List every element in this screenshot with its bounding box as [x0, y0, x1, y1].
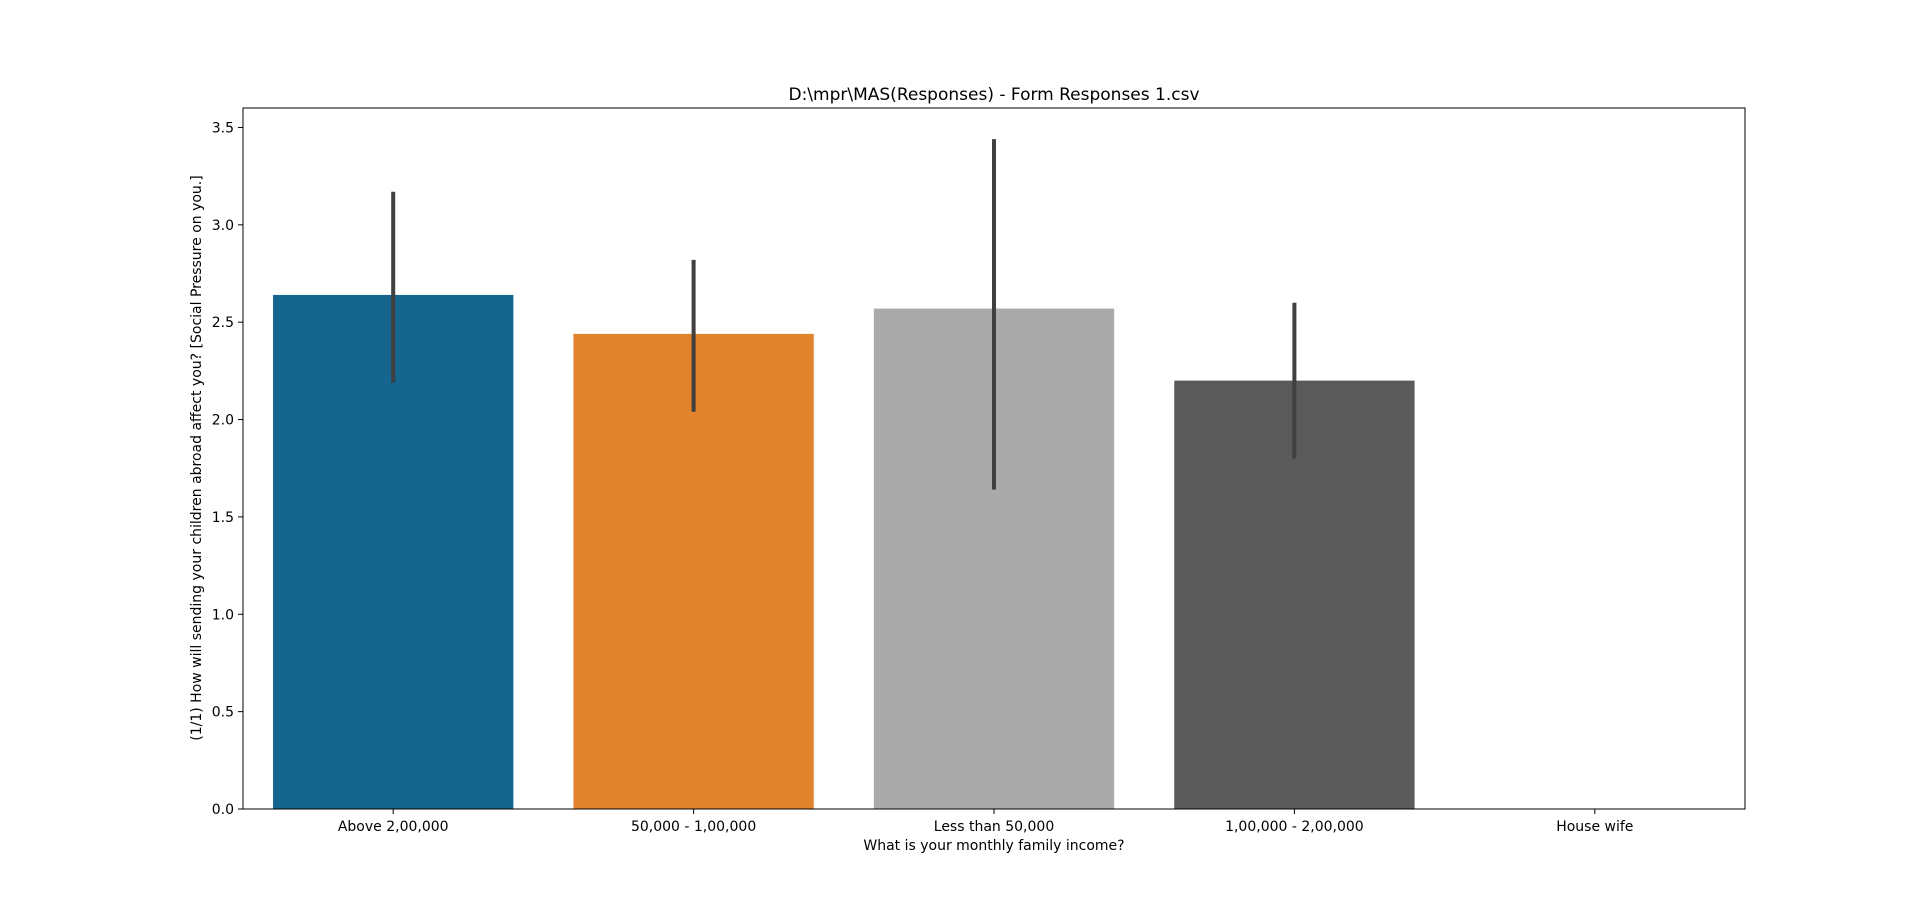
bars-group [273, 294, 1415, 809]
y-tick-label: 3.0 [212, 218, 234, 234]
error-bars-group [391, 139, 1297, 490]
y-tick-label: 1.0 [212, 607, 234, 623]
x-tick-label: House wife [1556, 819, 1633, 835]
chart-title: D:\mpr\MAS(Responses) - Form Responses 1… [788, 85, 1199, 105]
x-axis-label: What is your monthly family income? [863, 838, 1124, 854]
y-tick-label: 2.5 [212, 315, 234, 331]
y-tick-label: 3.5 [212, 120, 234, 136]
y-tick-label: 2.0 [212, 413, 234, 429]
y-tick-label: 0.5 [212, 705, 234, 721]
y-axis-label: (1/1) How will sending your children abr… [189, 175, 205, 740]
x-tick-label: 1,00,000 - 2,00,000 [1225, 819, 1364, 835]
x-axis: Above 2,00,000 50,000 - 1,00,000 Less than… [338, 809, 1633, 835]
y-tick-label: 1.5 [212, 510, 234, 526]
x-tick-label: Above 2,00,000 [338, 819, 449, 835]
x-tick-label: 50,000 - 1,00,000 [631, 819, 756, 835]
bar-1 [573, 333, 814, 809]
y-tick-label: 0.0 [212, 802, 234, 818]
y-axis: 0.0 0.5 1.0 1.5 2.0 2.5 3.0 3.5 [212, 120, 243, 818]
x-tick-label: Less than 50,000 [934, 819, 1054, 835]
